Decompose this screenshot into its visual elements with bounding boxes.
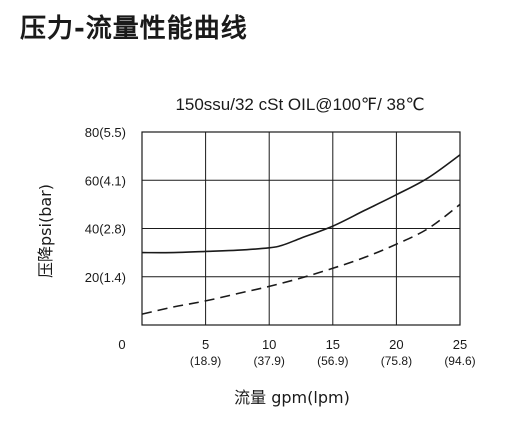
solid-series-line xyxy=(141,154,461,254)
plot-frame xyxy=(141,131,461,326)
grid xyxy=(142,132,460,325)
y-tick-label: 40(2.8) xyxy=(85,222,126,237)
chart-title: 150ssu/32 cSt OIL@100℉/ 38℃ xyxy=(175,95,424,114)
x-tick-sublabel: (18.9) xyxy=(190,354,221,368)
x-tick-label: 10 xyxy=(262,337,276,352)
tick-labels: 0 5 (18.9) 10 (37.9) 15 (56.9) 20 (75.8) 25 (94.6)… xyxy=(85,125,476,368)
x-tick-label: 15 xyxy=(326,337,340,352)
dashed-series-line xyxy=(141,203,461,315)
x-axis-label: 流量 gpm(lpm) xyxy=(234,388,350,407)
x-tick-sublabel: (94.6) xyxy=(444,354,475,368)
x-tick-label: 5 xyxy=(202,337,209,352)
x-tick-sublabel: (56.9) xyxy=(317,354,348,368)
x-tick-label: 0 xyxy=(118,337,125,352)
x-tick-sublabel: (37.9) xyxy=(254,354,285,368)
x-tick-sublabel: (75.8) xyxy=(381,354,412,368)
page-title: 压力-流量性能曲线 xyxy=(20,14,248,44)
y-tick-label: 20(1.4) xyxy=(85,270,126,285)
y-tick-label: 60(4.1) xyxy=(85,173,126,188)
x-tick-label: 25 xyxy=(453,337,467,352)
y-axis-label: 压降psi(bar) xyxy=(36,184,55,278)
data-lines xyxy=(141,154,461,315)
x-tick-label: 20 xyxy=(389,337,403,352)
y-tick-label: 80(5.5) xyxy=(85,125,126,140)
